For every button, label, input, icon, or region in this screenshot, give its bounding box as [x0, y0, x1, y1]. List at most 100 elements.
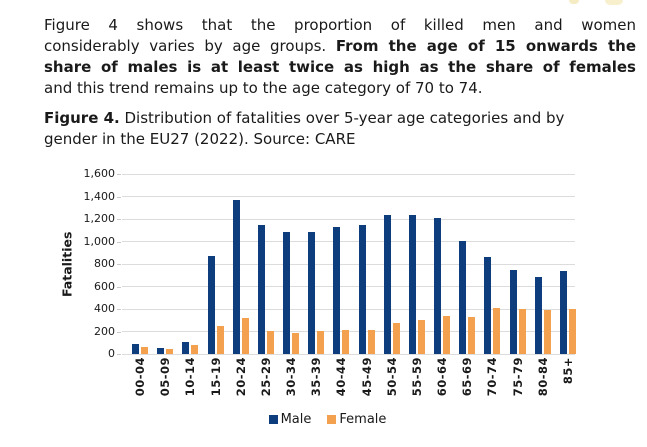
- female-bar: [367, 330, 375, 354]
- male-bar: [257, 225, 265, 354]
- x-axis-label-text: 45-49: [359, 357, 374, 397]
- male-bar: [333, 227, 341, 354]
- y-tick-label: 1,200: [83, 212, 116, 225]
- female-bar: [392, 323, 400, 354]
- caption-line: Figure 4. Distribution of fatalities ove…: [44, 108, 636, 129]
- male-legend-swatch: [268, 415, 278, 424]
- x-axis-label-text: 70-74: [485, 357, 500, 397]
- x-axis-label-text: 65-69: [460, 357, 475, 397]
- legend-label: Male: [280, 412, 312, 427]
- x-axis-label-text: 40-44: [334, 357, 349, 397]
- x-axis-label-text: 00-04: [133, 357, 147, 397]
- x-axis-labels: 00-04 05-09 10-14 15-19 20-24 25-29 30-34 35-39…: [122, 357, 575, 407]
- paragraph-line: share of males is at least twice as high…: [44, 57, 636, 78]
- caption-line: gender in the EU27 (2022). Source: CARE: [44, 129, 636, 150]
- chart-legend: Male Female: [55, 412, 600, 427]
- x-axis-label: 70-74: [480, 357, 505, 407]
- y-tick-mark: [117, 219, 121, 220]
- x-axis-label-text: 35-39: [309, 357, 324, 397]
- male-bar: [182, 342, 190, 354]
- y-tick-label: 1,600: [83, 167, 116, 180]
- female-bar: [317, 331, 325, 354]
- gridline: [122, 218, 575, 220]
- x-axis-label-text: 75-79: [510, 357, 525, 397]
- female-bar: [493, 308, 501, 354]
- x-axis-label: 85+: [555, 357, 580, 407]
- x-axis-label: 35-39: [304, 357, 329, 407]
- female-bar: [266, 331, 274, 354]
- female-bar: [342, 330, 350, 354]
- female-bar: [191, 345, 199, 354]
- male-bar: [132, 344, 139, 354]
- x-axis-label-text: 10-14: [183, 357, 198, 397]
- male-bar: [358, 225, 366, 354]
- text: Distribution of fatalities over 5-year a…: [119, 109, 565, 127]
- female-bar: [443, 316, 450, 354]
- y-tick-mark: [117, 196, 121, 198]
- male-bar: [484, 257, 492, 354]
- x-axis-label-text: 20-24: [233, 357, 248, 397]
- gridline: [122, 353, 575, 355]
- female-bar: [543, 310, 551, 354]
- plot-area: [122, 173, 576, 355]
- male-bar: [308, 232, 316, 354]
- x-axis-label: 20-24: [228, 357, 253, 407]
- x-axis-label: 75-79: [505, 357, 530, 407]
- gridline: [122, 196, 575, 197]
- y-tick-label: 200: [94, 324, 115, 338]
- gridline: [122, 263, 575, 265]
- x-axis-label: 05-09: [153, 357, 178, 407]
- x-axis-label-text: 85+: [560, 357, 575, 385]
- male-bar: [459, 241, 467, 354]
- x-axis-label: 10-14: [178, 357, 203, 407]
- y-tick-label: 1,400: [83, 189, 116, 203]
- female-bar: [417, 320, 425, 354]
- female-bar: [468, 317, 476, 354]
- female-bar: [292, 333, 299, 354]
- female-bar: [568, 309, 576, 354]
- paragraph-line: and this trend remains up to the age cat…: [44, 78, 636, 99]
- x-axis-label-text: 80-84: [535, 357, 550, 397]
- paragraph-line: Figure 4 shows that the proportion of ki…: [44, 15, 636, 36]
- x-axis-label-text: 55-59: [409, 357, 424, 397]
- legend-item-male: Male: [268, 412, 312, 427]
- x-axis-label: 45-49: [354, 357, 379, 407]
- figure-caption: Figure 4. Distribution of fatalities ove…: [44, 108, 636, 150]
- female-bar: [141, 347, 148, 354]
- paragraph-line: considerably varies by age groups. From …: [44, 36, 636, 57]
- text: and this trend remains up to the age cat…: [44, 79, 483, 97]
- x-axis-label-text: 05-09: [158, 357, 173, 397]
- bold-text: From the age of 15 onwards the: [335, 37, 636, 55]
- bold-text: share of males is at least twice as high…: [44, 58, 636, 76]
- body-paragraph: Figure 4 shows that the proportion of ki…: [44, 15, 636, 99]
- logo-fragment: [605, 0, 623, 5]
- y-tick-label: 400: [94, 302, 115, 315]
- y-tick-mark: [117, 286, 121, 288]
- female-bar: [216, 326, 224, 354]
- x-axis-label: 40-44: [329, 357, 354, 407]
- x-axis-label-text: 30-34: [284, 357, 298, 397]
- y-tick-mark: [117, 241, 121, 243]
- y-tick-mark: [117, 354, 121, 355]
- male-bar: [207, 256, 215, 354]
- male-bar: [157, 348, 165, 354]
- x-axis-label-text: 60-64: [435, 357, 449, 397]
- x-axis-label: 80-84: [530, 357, 555, 407]
- gridline: [122, 308, 575, 310]
- female-bar: [241, 318, 249, 354]
- female-bar: [166, 349, 174, 354]
- male-bar: [232, 200, 240, 354]
- male-bar: [509, 270, 517, 354]
- y-tick-mark: [117, 331, 121, 333]
- y-tick-mark: [117, 309, 121, 310]
- male-bar: [559, 271, 567, 354]
- text: considerably varies by age groups.: [44, 37, 336, 55]
- y-tick-label: 1,000: [83, 234, 116, 248]
- gridline: [122, 286, 575, 287]
- x-axis-label-text: 50-54: [384, 357, 399, 397]
- y-axis-tick-labels: 0 200 400 600 800 1,000 1,200 1,400 1,600: [55, 167, 116, 360]
- x-axis-label: 30-34: [279, 357, 304, 407]
- y-tick-mark: [117, 174, 121, 175]
- gridline: [122, 241, 575, 242]
